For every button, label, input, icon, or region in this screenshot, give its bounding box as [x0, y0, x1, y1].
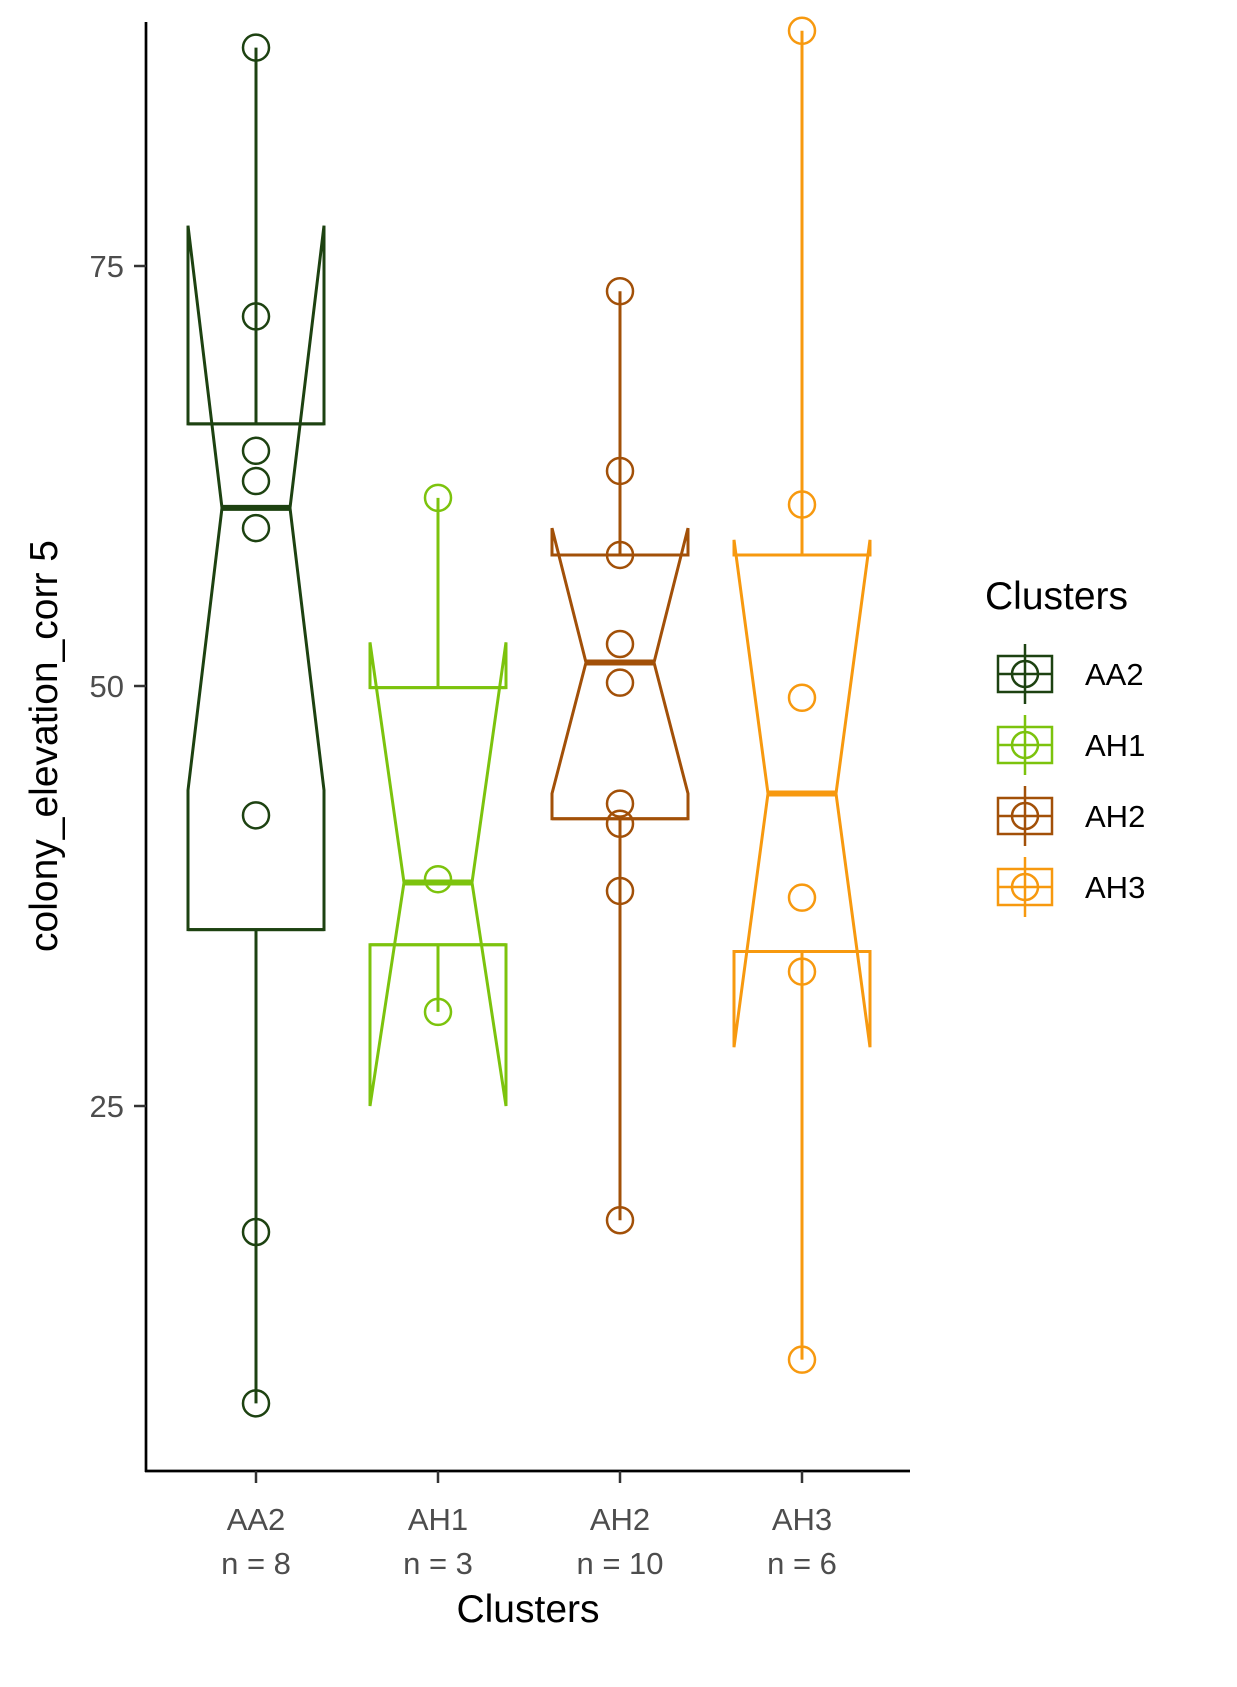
data-point: [787, 883, 817, 912]
legend-label: AH1: [1085, 728, 1145, 763]
x-axis-title: Clusters: [456, 1588, 599, 1631]
data-point: [787, 1345, 817, 1374]
legend-item-ah1: AH1: [996, 715, 1145, 775]
data-point: [605, 668, 635, 697]
legend-item-aa2: AA2: [996, 644, 1144, 704]
legend-label: AH2: [1085, 799, 1145, 834]
data-point: [605, 1205, 635, 1235]
x-tick-label: AH1: [408, 1502, 468, 1537]
data-point: [241, 466, 271, 496]
box-group-aa2: [186, 33, 326, 1418]
box-group-ah1: [368, 483, 508, 1107]
notched-box: [550, 527, 690, 821]
y-axis-title: colony_elevation_corr 5: [23, 540, 66, 952]
x-tick-label: AA2: [227, 1502, 286, 1537]
data-point: [241, 513, 271, 543]
data-point: [605, 456, 635, 486]
notched-box: [368, 642, 508, 1107]
y-tick-label: 50: [90, 669, 124, 704]
legend-key-point: [1010, 872, 1040, 902]
data-point: [605, 809, 635, 839]
data-point: [605, 876, 635, 906]
data-point: [605, 540, 635, 570]
legend-key-point: [1010, 659, 1040, 689]
x-tick-label: AH2: [590, 1502, 650, 1537]
legend-label: AA2: [1085, 657, 1144, 692]
data-point: [241, 33, 271, 62]
x-tick-n-label: n = 3: [403, 1546, 473, 1581]
legend-item-ah3: AH3: [996, 857, 1145, 917]
data-point: [605, 276, 635, 306]
data-point: [423, 483, 453, 513]
x-tick-label: AH3: [772, 1502, 832, 1537]
y-tick-label: 75: [90, 249, 124, 284]
data-point: [241, 801, 271, 830]
legend-title: Clusters: [985, 575, 1128, 618]
legend-key-point: [1010, 730, 1040, 760]
data-point: [787, 957, 817, 986]
y-axis-ticks: 25 50 75: [90, 249, 146, 1124]
x-tick-n-label: n = 6: [767, 1546, 837, 1581]
y-tick-label: 25: [90, 1089, 124, 1124]
data-point: [241, 436, 271, 466]
data-point: [787, 16, 817, 46]
legend-key-point: [1010, 801, 1040, 831]
data-point: [241, 1217, 271, 1247]
x-axis-ticks: AA2 n = 8 AH1 n = 3 AH2 n = 10 AH3 n = 6: [221, 1471, 837, 1581]
data-point: [241, 302, 271, 331]
box-group-ah2: [550, 276, 690, 1235]
legend: Clusters AA2 AH1 AH2 AH3: [985, 575, 1145, 917]
data-point: [241, 1389, 271, 1418]
data-point: [787, 683, 817, 713]
x-tick-n-label: n = 8: [221, 1546, 291, 1581]
data-point: [605, 789, 635, 818]
data-point: [423, 997, 453, 1027]
legend-item-ah2: AH2: [996, 786, 1145, 846]
box-group-ah3: [732, 16, 872, 1374]
axes: [144, 22, 910, 1473]
legend-label: AH3: [1085, 870, 1145, 905]
plot-area: [186, 16, 872, 1418]
data-point: [605, 629, 635, 659]
x-tick-n-label: n = 10: [576, 1546, 663, 1581]
data-point: [787, 490, 817, 519]
data-point: [423, 864, 453, 894]
